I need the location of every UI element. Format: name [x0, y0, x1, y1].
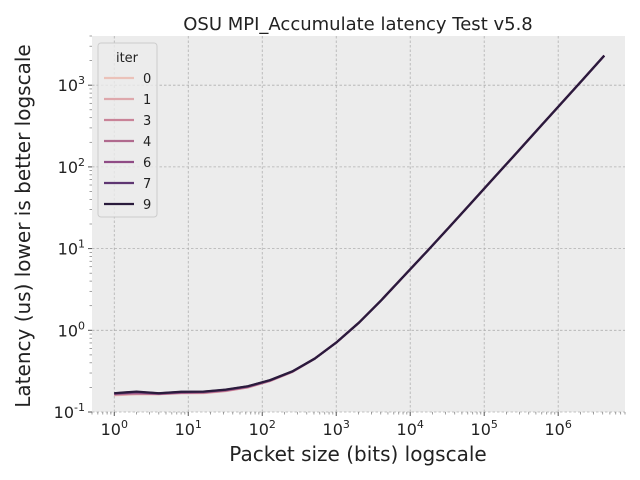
- legend-box: [97, 42, 158, 218]
- series-lines: [114, 54, 606, 397]
- legend-label-6: 6: [143, 156, 151, 171]
- plot-area: [92, 36, 625, 412]
- legend-title: iter: [116, 51, 139, 66]
- legend-label-1: 1: [143, 93, 151, 108]
- series-line-9: [114, 54, 606, 395]
- chart-title: OSU MPI_Accumulate latency Test v5.8: [183, 14, 533, 35]
- axis-ticks: [88, 35, 626, 416]
- x-axis-label: Packet size (bits) logscale: [229, 442, 486, 466]
- legend-label-9: 9: [143, 198, 151, 213]
- y-axis-label: Latency (us) lower is better logscale: [11, 44, 35, 407]
- legend-label-3: 3: [143, 114, 151, 129]
- legend-label-4: 4: [143, 135, 151, 150]
- legend-label-7: 7: [143, 177, 151, 192]
- legend-label-0: 0: [143, 72, 151, 87]
- legend: iter 0 1 3 4 6 7 9: [97, 42, 158, 218]
